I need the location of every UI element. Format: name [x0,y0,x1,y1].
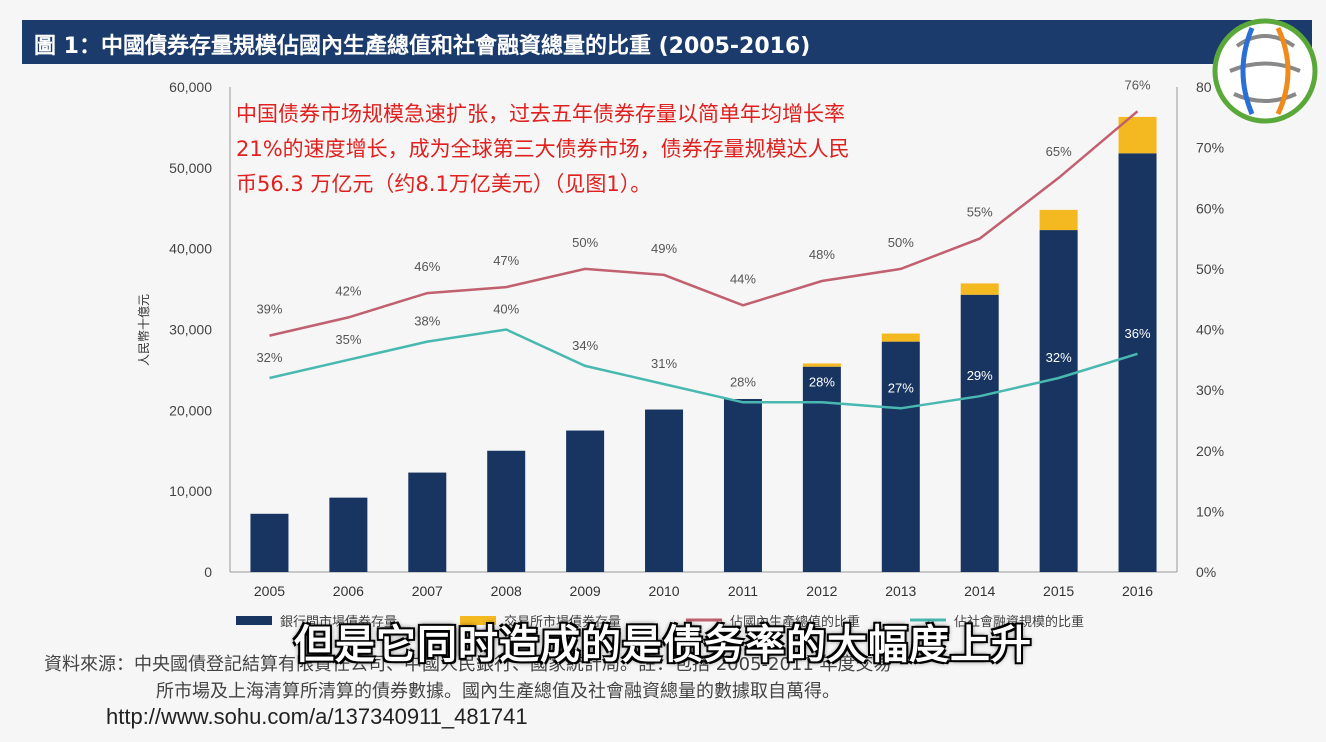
y-tick-label: 50,000 [169,160,212,176]
y2-tick-label: 70% [1196,140,1224,156]
y-tick-label: 20,000 [169,402,212,418]
callout-line-3: 币56.3 万亿元（约8.1万亿美元）（见图1）。 [236,172,652,196]
data-label-gdp: 49% [651,241,677,256]
legend-swatch-0 [236,616,272,625]
line-social [269,328,1138,410]
callout-line-2: 21%的速度增长，成为全球第三大债券市场，债券存量规模达人民 [236,137,850,161]
y-tick-label: 0 [204,564,212,580]
data-label-social: 28% [730,374,756,389]
y2-tick-label: 60% [1196,200,1224,216]
source-note: 資料來源：中央國債登記結算有限責任公司、中國人民銀行、國家統計局。註：包括 20… [44,651,1314,705]
bar-bank-2015 [1039,230,1078,572]
bar-exchange-2014 [960,283,999,295]
data-label-gdp: 65% [1046,144,1072,159]
data-label-gdp: 46% [414,259,440,274]
source-url: http://www.sohu.com/a/137340911_481741 [106,704,528,729]
data-label-social: 34% [572,338,598,353]
y-axis-label: 人民幣十億元 [137,294,151,366]
bar-bank-2012 [802,366,841,572]
x-tick-label: 2005 [254,583,285,599]
legend-label-2: 佔國內生產總值的比重 [730,614,860,630]
bar-bank-2008 [487,450,526,572]
legend-swatch-1 [460,616,496,625]
x-tick-label: 2013 [885,583,916,599]
bar-exchange-2013 [881,333,920,342]
x-tick-label: 2016 [1122,583,1153,599]
source-line-1: 資料來源：中央國債登記結算有限責任公司、中國人民銀行、國家統計局。註：包括 20… [44,654,892,675]
bar-bank-2010 [645,409,684,572]
y-tick-label: 10,000 [169,483,212,499]
bar-bank-2013 [881,341,920,572]
source-line-2: 所市場及上海清算所清算的債券數據。國內生產總值及社會融資總量的數據取自萬得。 [156,681,840,702]
callout-line-1: 中国债券市场规模急速扩张，过去五年债券存量以简单年均增长率 [236,102,845,126]
y2-tick-label: 80 [1196,79,1212,95]
data-label-social: 27% [888,380,914,395]
bar-bank-2006 [329,497,368,572]
x-tick-label: 2012 [806,583,837,599]
bar-bank-2007 [408,472,447,572]
bar-bank-2005 [250,513,289,572]
data-label-social: 32% [1046,350,1072,365]
y2-tick-label: 50% [1196,261,1224,277]
data-label-social: 36% [1125,326,1151,341]
data-label-gdp: 42% [335,283,361,298]
x-tick-label: 2015 [1043,583,1074,599]
data-label-gdp: 50% [888,235,914,250]
data-label-social: 29% [967,368,993,383]
legend-label-1: 交易所市場債券存量 [504,614,621,630]
y2-tick-label: 10% [1196,503,1224,519]
data-label-social: 28% [809,374,835,389]
title-bar: 圖 1：中國債券存量規模佔國內生產總值和社會融資總量的比重 (2005-2016… [22,20,1312,64]
data-label-gdp: 44% [730,271,756,286]
x-tick-label: 2006 [333,583,364,599]
y2-tick-label: 0% [1196,564,1216,580]
x-tick-label: 2010 [648,583,679,599]
y2-tick-label: 20% [1196,443,1224,459]
data-label-gdp: 76% [1125,77,1151,92]
globe-logo-icon [1212,18,1318,124]
y2-tick-label: 40% [1196,322,1224,338]
callout-annotation: 中国债券市场规模急速扩张，过去五年债券存量以简单年均增长率 21%的速度增长，成… [236,97,1016,202]
data-label-gdp: 39% [256,302,282,317]
y2-tick-label: 30% [1196,382,1224,398]
x-tick-label: 2008 [491,583,522,599]
x-tick-label: 2007 [412,583,443,599]
data-label-social: 35% [335,332,361,347]
bar-bank-2011 [723,399,762,572]
data-label-gdp: 55% [967,205,993,220]
line-gdp [269,110,1139,337]
data-label-gdp: 47% [493,253,519,268]
legend-label-3: 佔社會融資規模的比重 [954,614,1084,630]
bar-exchange-2015 [1039,209,1078,231]
chart-title: 圖 1：中國債券存量規模佔國內生產總值和社會融資總量的比重 (2005-2016… [34,34,811,59]
y-tick-label: 60,000 [169,79,212,95]
x-tick-label: 2009 [570,583,601,599]
video-subtitle: 但是它同时造成的是债务率的大幅度上升 [294,622,1032,668]
bar-exchange-2012 [802,363,841,367]
data-label-gdp: 50% [572,235,598,250]
x-tick-label: 2014 [964,583,995,599]
bar-bank-2009 [566,430,605,572]
data-label-social: 32% [256,350,282,365]
legend-label-0: 銀行間市場債券存量 [280,614,397,630]
data-label-social: 31% [651,356,677,371]
bar-bank-2016 [1118,153,1157,573]
y-tick-label: 40,000 [169,241,212,257]
bar-bank-2014 [960,294,999,572]
y-tick-label: 30,000 [169,322,212,338]
data-label-gdp: 48% [809,247,835,262]
data-label-social: 38% [414,314,440,329]
x-tick-label: 2011 [728,583,758,599]
data-label-social: 40% [493,302,519,317]
